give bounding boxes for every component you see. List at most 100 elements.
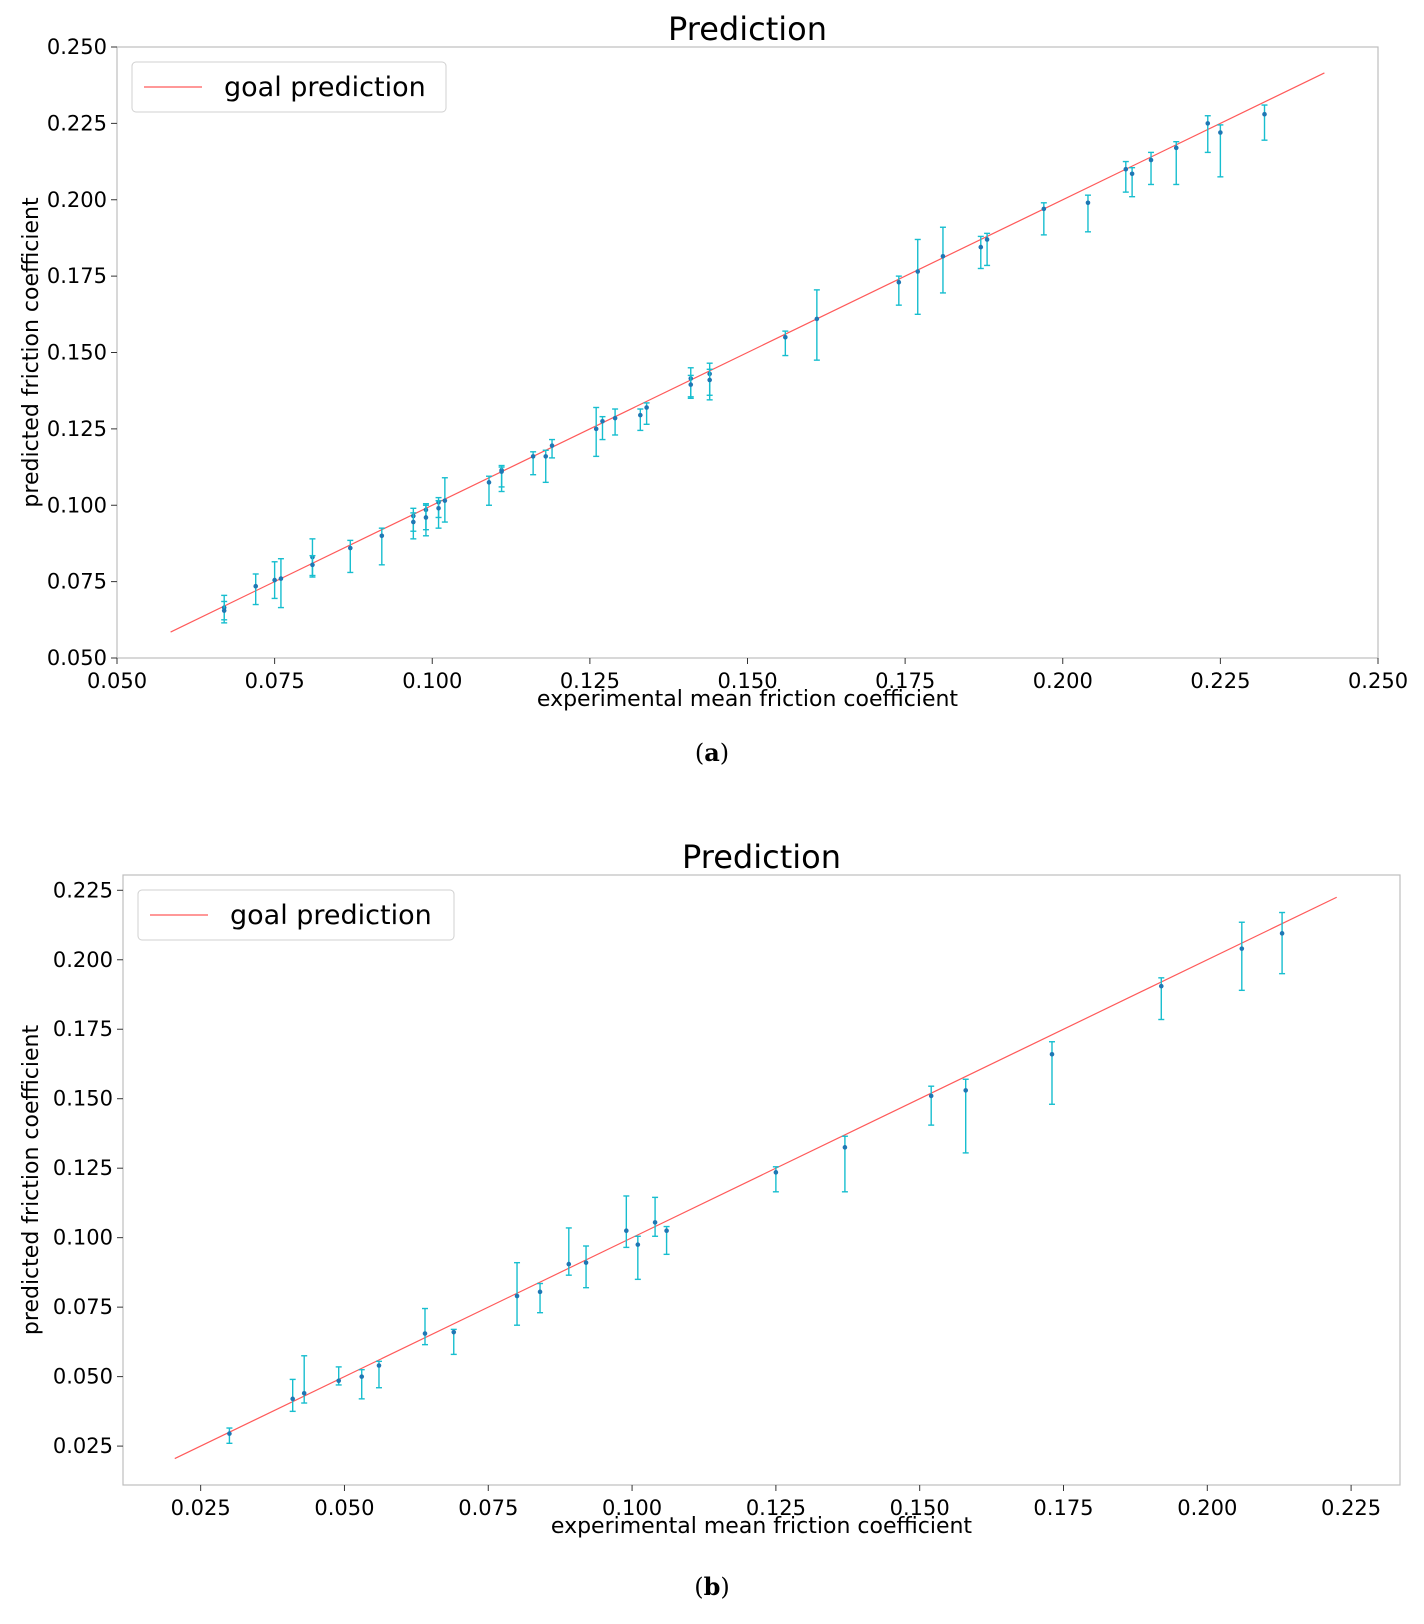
data-point — [1158, 983, 1164, 989]
data-point — [688, 382, 694, 387]
x-tick-label: 0.025 — [171, 1496, 231, 1520]
data-point — [486, 480, 492, 485]
plot-frame — [122, 874, 1401, 1486]
data-point — [423, 515, 429, 520]
data-point — [442, 498, 448, 503]
data-point — [336, 1378, 342, 1384]
data-point-group — [1122, 160, 1129, 193]
data-point-group — [335, 1366, 342, 1386]
data-point-group — [221, 600, 228, 624]
data-point-group — [271, 561, 278, 600]
y-tick-label: 0.225 — [53, 878, 113, 902]
data-point-group — [599, 415, 606, 441]
data-point-group — [309, 554, 316, 577]
data-point — [1041, 206, 1047, 212]
data-point-group — [542, 449, 549, 484]
data-point — [635, 1242, 641, 1247]
data-point — [644, 405, 649, 410]
data-point — [624, 1228, 629, 1234]
x-tick-label: 0.125 — [560, 669, 620, 693]
data-point-group — [435, 499, 442, 529]
data-point-group — [984, 232, 991, 267]
x-tick-label: 0.075 — [245, 669, 305, 693]
data-point — [499, 469, 504, 474]
data-point — [978, 244, 984, 250]
data-point — [963, 1088, 969, 1093]
data-point-group — [450, 1328, 457, 1356]
data-point — [1205, 121, 1211, 126]
data-point — [612, 415, 618, 421]
data-point-group — [358, 1368, 365, 1400]
data-point — [583, 1260, 589, 1265]
x-tick-label: 0.050 — [314, 1496, 374, 1520]
y-tick-label: 0.150 — [47, 341, 107, 365]
y-axis-label: predicted friction coefficient — [19, 1025, 44, 1336]
x-tick-label: 0.150 — [890, 1496, 950, 1520]
data-point — [253, 583, 259, 589]
data-point-group — [422, 504, 429, 537]
x-tick-label: 0.100 — [402, 669, 462, 693]
data-point-group — [347, 539, 354, 574]
data-point — [940, 253, 946, 259]
goal-prediction-line — [170, 72, 1325, 633]
data-point — [915, 269, 921, 274]
caption-a: (a) — [694, 738, 730, 767]
prediction-chart-a: Prediction 0.050 0.075 0.100 0.125 0.150 0.175… — [19, 10, 1408, 712]
data-point — [1173, 145, 1179, 151]
data-point-group — [226, 1427, 233, 1445]
x-tick-label: 0.200 — [1033, 669, 1093, 693]
data-point — [1262, 111, 1267, 117]
data-point — [549, 443, 555, 448]
data-point-group — [1158, 977, 1165, 1021]
data-point — [600, 418, 605, 424]
data-point-group — [841, 1135, 848, 1193]
goal-prediction-line — [174, 896, 1337, 1460]
data-point — [411, 519, 416, 525]
y-tick-label: 0.050 — [53, 1365, 113, 1389]
data-point — [347, 545, 353, 551]
data-point-group — [813, 289, 820, 361]
data-point — [566, 1261, 572, 1267]
chart-title: Prediction — [682, 838, 841, 876]
data-point — [422, 1331, 428, 1336]
data-point-group — [1040, 202, 1047, 236]
data-point-group — [530, 451, 537, 476]
data-point-group — [593, 406, 600, 458]
data-point-group — [1173, 141, 1180, 186]
data-point-group — [928, 1085, 935, 1126]
data-point-group — [1261, 104, 1268, 141]
data-point — [638, 412, 643, 418]
chart-panel-b: Prediction 0.025 0.050 0.075 0.100 0.125 0.150… — [0, 830, 1424, 1624]
data-point-group — [939, 226, 946, 294]
data-point — [928, 1093, 934, 1099]
legend-box — [131, 61, 447, 113]
data-point — [1123, 166, 1129, 172]
data-point — [1239, 946, 1245, 951]
y-tick-label: 0.125 — [53, 1156, 113, 1180]
data-point-group — [643, 402, 650, 425]
data-point-group — [1204, 115, 1211, 154]
data-point-group — [498, 466, 505, 488]
data-point — [652, 1220, 658, 1225]
x-tick-label: 0.075 — [458, 1496, 518, 1520]
data-point — [842, 1145, 848, 1150]
data-point-group — [378, 527, 385, 566]
prediction-chart-b: Prediction 0.025 0.050 0.075 0.100 0.125 0.150… — [19, 838, 1401, 1539]
data-point — [1218, 130, 1223, 135]
data-point — [896, 279, 902, 285]
data-point-group — [706, 368, 713, 396]
data-point-group — [1084, 194, 1091, 233]
x-tick-label: 0.125 — [746, 1496, 806, 1520]
data-point — [984, 237, 990, 242]
data-point — [707, 377, 712, 383]
x-tick-label: 0.100 — [602, 1496, 662, 1520]
legend-label: goal prediction — [224, 72, 426, 103]
data-point-group — [637, 408, 644, 432]
y-tick-label: 0.125 — [47, 417, 107, 441]
data-point — [773, 1170, 779, 1175]
data-point — [543, 454, 549, 459]
data-point — [272, 577, 277, 583]
y-tick-label: 0.250 — [47, 35, 107, 59]
data-point-group — [1129, 166, 1136, 198]
data-point-group — [663, 1225, 670, 1256]
